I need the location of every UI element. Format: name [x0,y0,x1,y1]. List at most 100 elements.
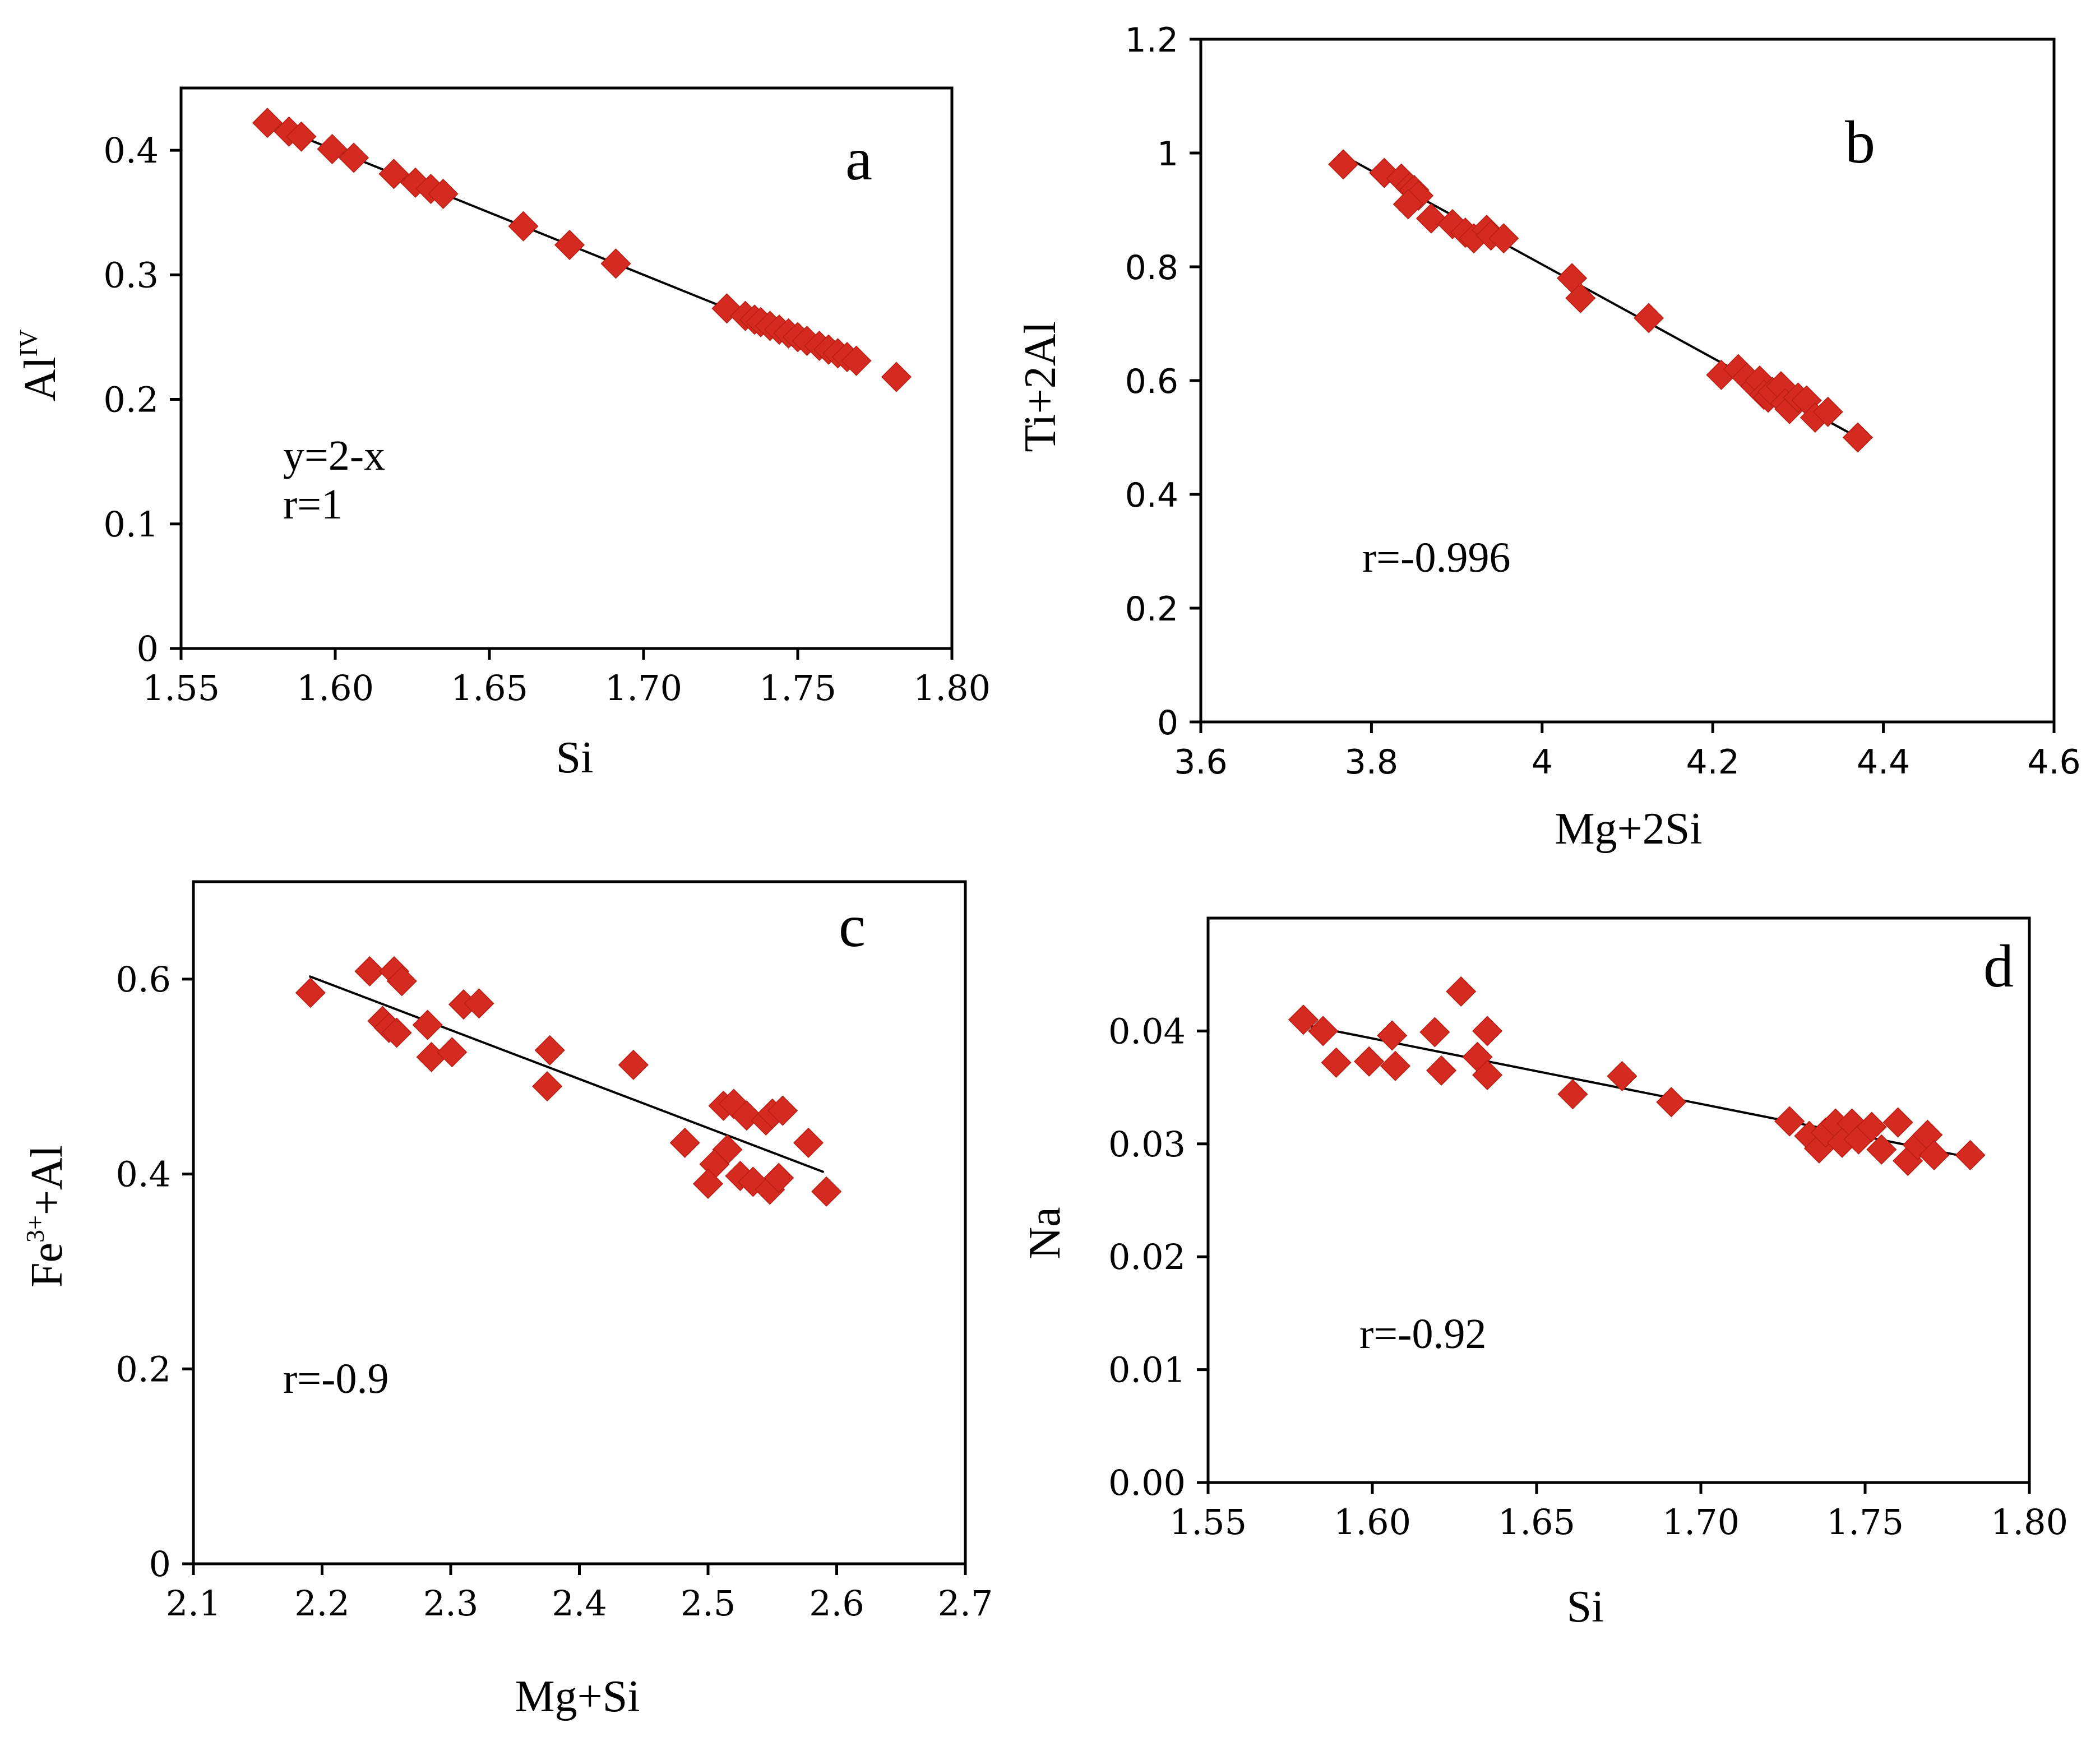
data-point [1607,1060,1638,1092]
y-axis-title-a: AlIV [14,330,65,402]
points-d [1288,976,1986,1176]
y-tick-label: 0.2 [1125,590,1178,629]
y-tick-label: 0.1 [103,504,159,545]
data-point [386,966,417,997]
points-c [295,956,842,1207]
xticks-a: 1.55 1.60 1.65 1.70 1.75 1.80 [142,649,991,708]
y-tick-label: 0.2 [103,379,159,420]
y-tick-label: 0.6 [115,959,171,1000]
data-point [1955,1140,1986,1171]
data-point [1446,976,1477,1007]
data-point [1308,1016,1339,1046]
data-point [1472,1059,1503,1091]
x-tick-label: 2.7 [938,1583,993,1624]
data-point [1288,1004,1319,1035]
data-point [295,978,326,1008]
x-tick-label: 1.80 [913,668,991,708]
y-tick-label: 0 [1157,703,1178,743]
points-b [1328,149,1874,453]
x-tick-label: 1.60 [1334,1502,1411,1543]
y-tick-label: 0 [149,1544,171,1585]
yticks-c: 0 0.2 0.4 0.6 [115,959,193,1585]
data-point [1842,422,1874,453]
data-point [1633,303,1664,333]
y-axis-title-c-pre: Fe [22,1243,72,1287]
points-a [252,108,912,392]
data-point [534,1035,565,1066]
x-axis-title-b: Mg+2Si [1555,804,1703,854]
x-tick-label: 3.8 [1345,743,1398,782]
x-tick-label: 1.60 [297,668,374,708]
y-tick-label: 0.03 [1108,1124,1186,1165]
data-point [1774,1106,1805,1137]
x-tick-label: 4.6 [2027,743,2080,782]
y-axis-title-c-post: +Al [22,1145,72,1215]
data-point [811,1176,842,1207]
data-point [618,1049,649,1080]
y-tick-label: 0.01 [1108,1350,1186,1391]
data-point [1866,1134,1897,1165]
yticks-a: 0 0.1 0.2 0.3 0.4 [103,130,181,669]
data-point [1354,1046,1385,1077]
x-axis-title-c: Mg+Si [515,1672,640,1721]
x-axis-title-d: Si [1567,1582,1604,1632]
data-point [1656,1087,1687,1118]
x-tick-label: 4.2 [1686,743,1739,782]
x-tick-label: 4.4 [1857,743,1910,782]
data-point [1377,1020,1408,1051]
data-point [437,1037,468,1068]
plot-area-a [179,86,954,650]
x-tick-label: 1.70 [605,668,682,708]
data-point [400,167,431,198]
data-point [1426,1055,1457,1086]
data-point [286,121,317,152]
x-tick-label: 3.6 [1174,743,1227,782]
x-tick-label: 2.5 [681,1583,736,1624]
y-tick-label: 0.2 [115,1349,171,1389]
y-axis-title-c: Fe3++Al [21,1145,72,1287]
data-point [1380,1050,1411,1081]
data-point [1882,1107,1913,1138]
panel-label-d: d [1983,933,2014,1000]
y-tick-label: 0.4 [103,130,159,171]
x-tick-label: 1.75 [1826,1502,1904,1543]
panel-label-a: a [845,126,872,193]
y-tick-label: 0.8 [1125,248,1178,288]
data-point [669,1127,700,1159]
data-point [1328,149,1359,180]
data-point [841,345,872,376]
x-tick-label: 1.65 [451,668,528,708]
x-tick-label: 1.75 [759,668,836,708]
x-tick-label: 1.65 [1498,1502,1575,1543]
annotation-r-a: r=1 [283,481,343,528]
data-point [1812,396,1843,427]
y-tick-label: 0.3 [103,254,159,295]
data-point [1918,1140,1950,1171]
data-point [767,1095,798,1126]
yticks-b: 0 0.2 0.4 0.6 0.8 1 1.2 [1125,21,1201,743]
data-point [1419,1017,1450,1048]
panel-b: 3.6 3.8 4 4.2 4.4 4.6 0 0.2 0.4 0.6 0.8 1 1.2 b r=-… [1016,21,2081,854]
y-tick-label: 1 [1157,135,1178,174]
y-tick-label: 0.6 [1125,362,1178,401]
data-point [428,178,459,209]
panel-label-b: b [1845,109,1875,176]
data-point [378,159,409,189]
y-tick-label: 0.04 [1108,1011,1186,1052]
x-tick-label: 2.6 [809,1583,864,1624]
panel-c: 2.1 2.2 2.3 2.4 2.5 2.6 2.7 0 0.2 0.4 0.6 c r=-0.… [21,880,993,1721]
trendline [308,975,825,1173]
x-axis-title-a: Si [556,733,594,782]
x-tick-label: 1.55 [142,668,220,708]
annotation-r-b: r=-0.996 [1362,534,1510,581]
data-point [793,1127,824,1159]
x-tick-label: 1.55 [1169,1502,1247,1543]
panel-d: 1.55 1.60 1.65 1.70 1.75 1.80 0.000.010.020.0… [1020,916,2068,1632]
y-axis-title-a-sup: IV [14,330,43,357]
xticks-d: 1.55 1.60 1.65 1.70 1.75 1.80 [1169,1483,2068,1543]
data-point [1565,282,1596,313]
data-point [1393,189,1423,220]
data-point [354,956,385,987]
data-point [252,108,283,138]
y-tick-label: 0.02 [1108,1236,1186,1277]
